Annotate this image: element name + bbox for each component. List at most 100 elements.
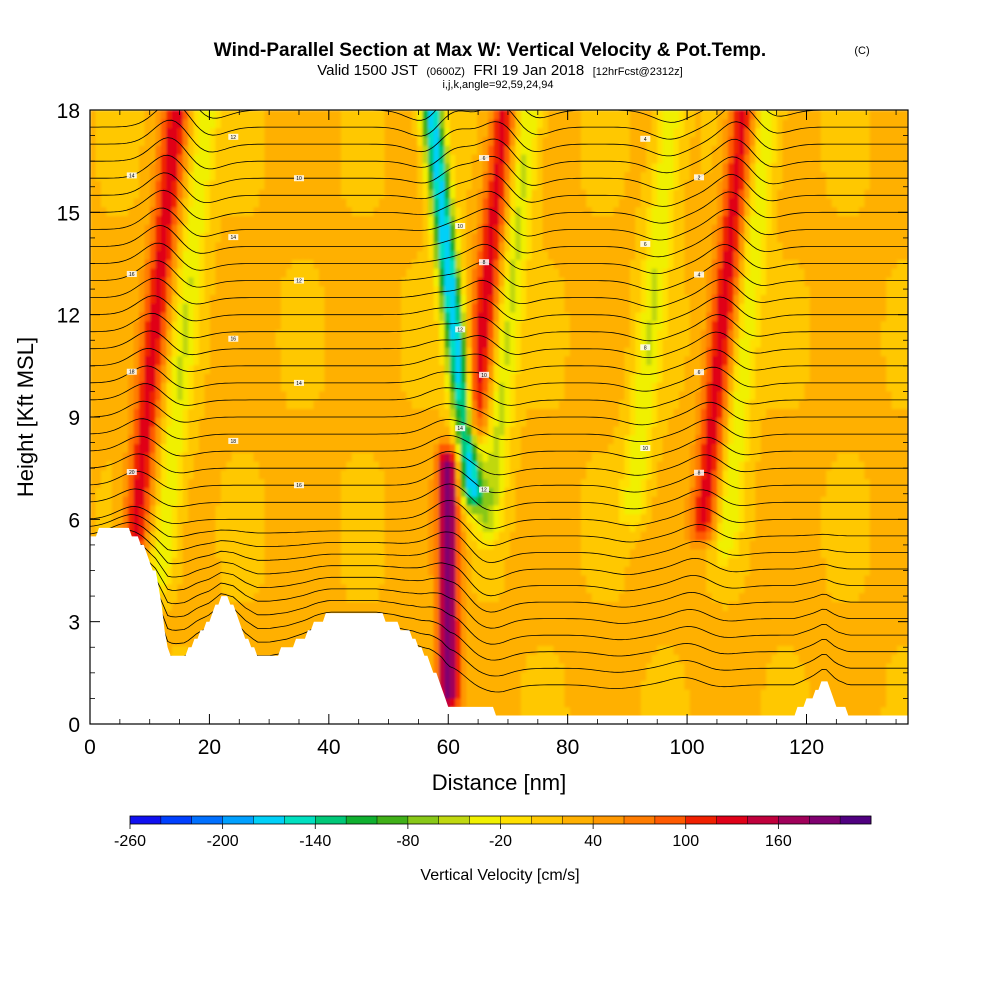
velocity-cell <box>417 399 424 410</box>
velocity-cell <box>199 417 206 427</box>
velocity-cell <box>439 425 446 436</box>
velocity-cell <box>368 548 375 559</box>
velocity-cell <box>455 338 462 348</box>
velocity-cell <box>90 136 97 146</box>
velocity-cell <box>460 355 468 366</box>
velocity-cell <box>291 434 299 445</box>
velocity-cell <box>231 250 239 260</box>
velocity-cell <box>171 539 179 550</box>
velocity-cell <box>308 188 315 199</box>
velocity-cell <box>329 355 337 366</box>
velocity-cell <box>302 504 309 515</box>
velocity-cell <box>422 636 429 646</box>
velocity-cell <box>171 162 179 173</box>
velocity-cell <box>308 504 315 515</box>
velocity-cell <box>395 364 402 374</box>
velocity-cell <box>346 583 353 594</box>
velocity-cell <box>466 425 473 436</box>
velocity-cell <box>188 381 195 392</box>
velocity-cell <box>324 171 331 181</box>
velocity-cell <box>128 373 135 383</box>
velocity-cell <box>253 574 260 585</box>
velocity-cell <box>111 346 119 357</box>
velocity-cell <box>346 197 353 208</box>
velocity-cell <box>433 162 440 173</box>
velocity-cell <box>177 469 184 480</box>
velocity-cell <box>297 110 304 120</box>
velocity-cell <box>209 241 217 252</box>
velocity-cell <box>280 294 288 304</box>
velocity-cell <box>471 697 478 708</box>
velocity-cell <box>171 452 179 462</box>
velocity-cell <box>379 294 386 304</box>
velocity-cell <box>346 346 353 357</box>
velocity-cell <box>106 373 113 383</box>
velocity-cell <box>215 232 222 243</box>
velocity-cell <box>302 145 309 155</box>
velocity-cell <box>335 399 342 410</box>
velocity-cell <box>188 478 195 488</box>
velocity-cell <box>444 224 451 234</box>
velocity-cell <box>319 206 326 217</box>
velocity-cell <box>253 443 260 453</box>
velocity-cell <box>128 206 135 217</box>
velocity-cell <box>395 355 402 366</box>
velocity-cell <box>248 574 255 585</box>
velocity-cell <box>368 145 375 155</box>
velocity-cell <box>471 162 478 173</box>
velocity-cell <box>111 153 119 164</box>
velocity-cell <box>226 329 233 339</box>
velocity-cell <box>106 285 113 295</box>
velocity-cell <box>368 346 375 357</box>
velocity-cell <box>280 390 288 401</box>
velocity-cell <box>122 522 129 532</box>
velocity-cell <box>379 136 386 146</box>
velocity-cell <box>117 267 124 278</box>
velocity-cell <box>253 425 260 436</box>
velocity-cell <box>324 118 331 129</box>
velocity-cell <box>160 513 168 524</box>
velocity-cell <box>209 302 217 313</box>
velocity-cell <box>406 206 413 217</box>
velocity-cell <box>280 504 288 515</box>
velocity-cell <box>460 495 468 506</box>
velocity-cell <box>346 381 353 392</box>
velocity-cell <box>139 399 146 410</box>
velocity-cell <box>449 215 457 225</box>
velocity-cell <box>389 417 397 427</box>
velocity-cell <box>466 662 473 673</box>
velocity-cell <box>340 224 348 234</box>
velocity-cell <box>384 145 391 155</box>
velocity-cell <box>335 285 342 295</box>
velocity-cell <box>346 180 353 190</box>
velocity-cell <box>329 320 337 331</box>
velocity-cell <box>466 162 473 173</box>
velocity-cell <box>259 162 266 173</box>
velocity-cell <box>253 381 260 392</box>
velocity-cell <box>209 417 217 427</box>
velocity-cell <box>340 399 348 410</box>
velocity-cell <box>182 145 189 155</box>
velocity-cell <box>166 557 173 567</box>
velocity-cell <box>237 127 244 138</box>
velocity-cell <box>215 583 222 594</box>
velocity-cell <box>422 452 429 462</box>
velocity-cell <box>226 583 233 594</box>
velocity-cell <box>433 531 440 541</box>
velocity-cell <box>122 136 129 146</box>
velocity-cell <box>428 566 435 576</box>
velocity-cell <box>346 495 353 506</box>
velocity-cell <box>128 188 135 199</box>
velocity-cell <box>253 548 260 559</box>
velocity-cell <box>302 443 309 453</box>
velocity-cell <box>209 346 217 357</box>
velocity-cell <box>242 381 249 392</box>
velocity-cell <box>100 180 108 190</box>
velocity-cell <box>231 513 239 524</box>
velocity-cell <box>139 408 146 418</box>
velocity-cell <box>335 566 342 576</box>
velocity-cell <box>319 495 326 506</box>
velocity-cell <box>231 469 239 480</box>
velocity-cell <box>368 197 375 208</box>
velocity-cell <box>395 127 402 138</box>
